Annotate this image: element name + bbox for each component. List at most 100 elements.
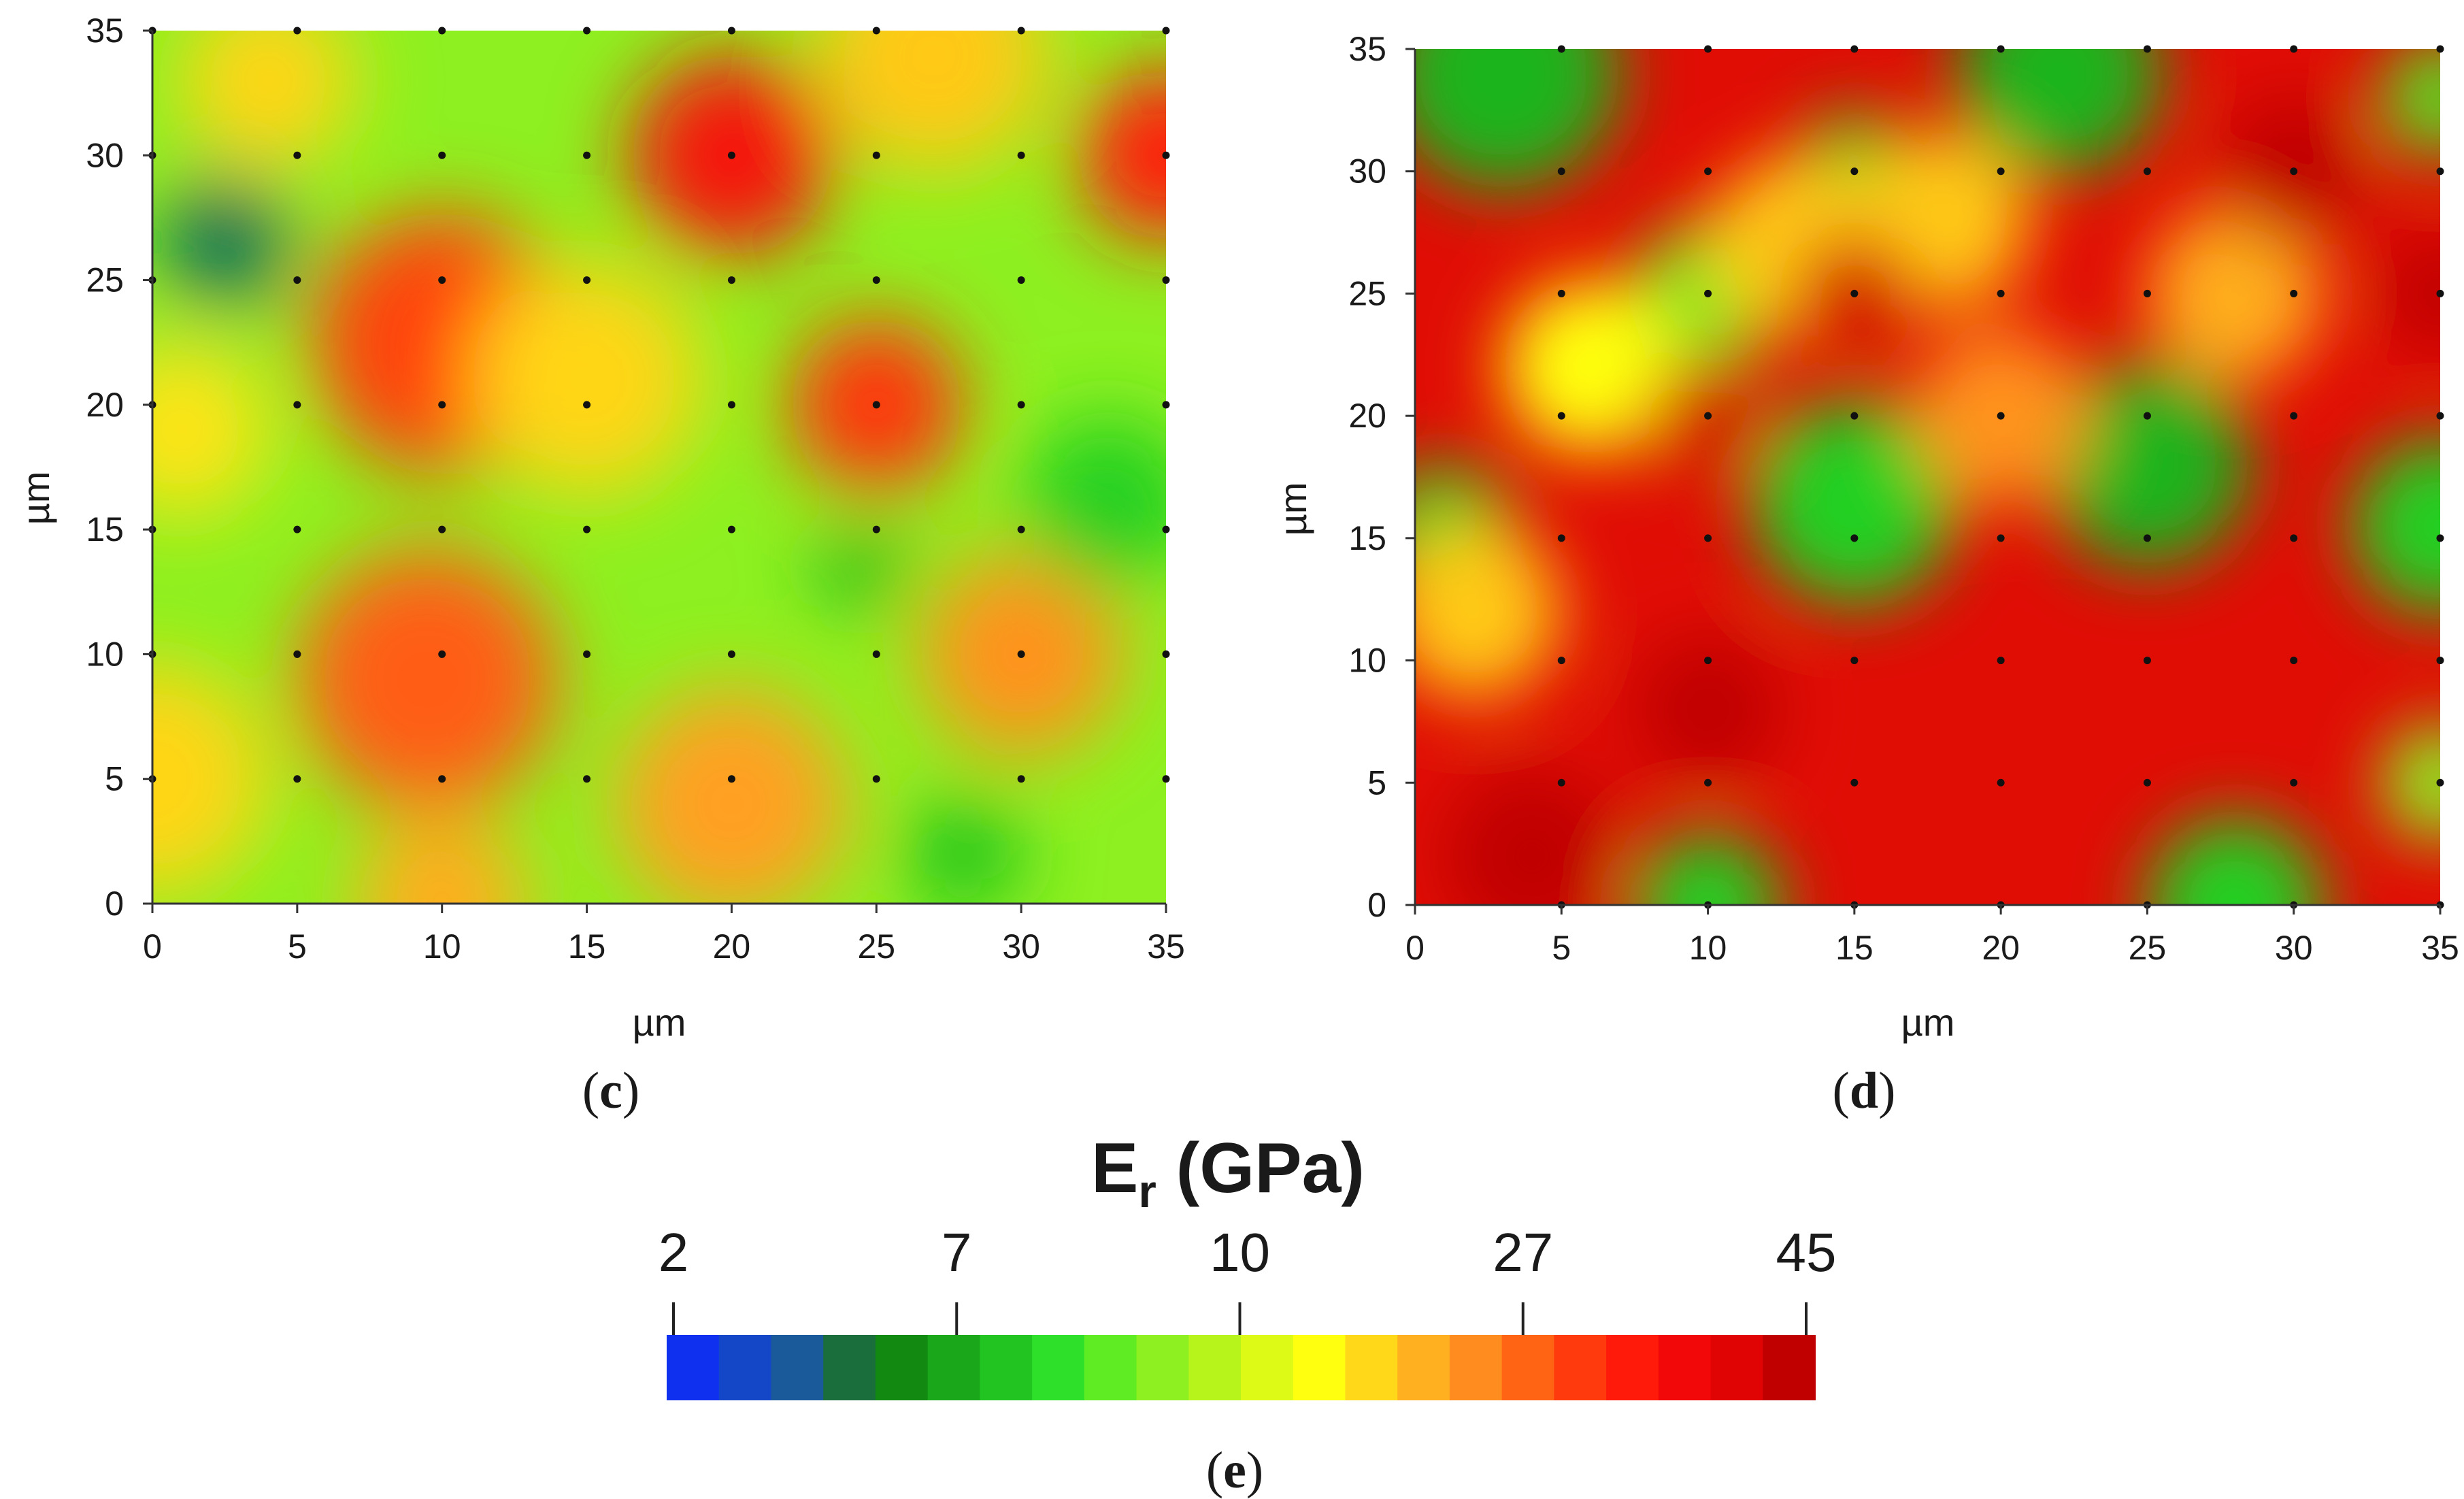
measurement-point — [1017, 27, 1025, 35]
heatmap-c-field-6 — [616, 688, 848, 904]
measurement-point — [2436, 534, 2444, 542]
measurement-point — [1997, 778, 2005, 787]
panel-letter-e: e — [1223, 1442, 1246, 1499]
colorbar-title-unit: (GPa) — [1156, 1129, 1365, 1208]
measurement-point — [1162, 525, 1170, 533]
panel-label-e: (e) — [1206, 1442, 1263, 1499]
measurement-point — [1997, 289, 2005, 297]
measurement-point — [1850, 778, 1859, 787]
colorbar-band — [1658, 1335, 1712, 1400]
measurement-point — [727, 775, 735, 783]
measurement-point — [2436, 657, 2444, 665]
measurement-point — [1017, 775, 1025, 783]
measurement-point — [872, 650, 880, 658]
heatmap-c-field-12 — [152, 663, 269, 895]
colorbar-tick-label: 27 — [1493, 1222, 1553, 1283]
y-tick-label: 0 — [1367, 886, 1386, 924]
heatmap-d-field-0 — [1752, 399, 1957, 604]
measurement-point — [583, 525, 591, 533]
measurement-point — [2143, 167, 2151, 176]
heatmap-c-field-11 — [152, 342, 269, 517]
y-tick-label: 35 — [1348, 30, 1386, 68]
y-tick-label: 15 — [1348, 519, 1386, 557]
measurement-point — [2143, 778, 2151, 787]
measurement-point — [1162, 775, 1170, 783]
colorbar-band — [1241, 1335, 1294, 1400]
x-tick-label: 30 — [1002, 927, 1040, 966]
x-tick-label: 20 — [1982, 929, 2020, 967]
measurement-point — [2290, 167, 2298, 176]
measurement-point — [293, 276, 301, 284]
measurement-point — [1557, 778, 1565, 787]
measurement-point — [1704, 657, 1712, 665]
measurement-point — [1997, 167, 2005, 176]
colorbar-band — [667, 1335, 720, 1400]
x-tick-label: 25 — [2129, 929, 2167, 967]
heatmap-d-field-7 — [1957, 49, 2162, 176]
colorbar: Er (GPa) 2 7 10 27 45 (e) — [659, 1129, 1837, 1499]
colorbar-band — [1188, 1335, 1242, 1400]
measurement-point — [2290, 534, 2298, 542]
measurement-point — [1017, 401, 1025, 409]
measurement-point — [1017, 151, 1025, 159]
measurement-point — [1850, 657, 1859, 665]
measurement-point — [872, 151, 880, 159]
colorbar-band — [1345, 1335, 1399, 1400]
measurement-point — [1704, 534, 1712, 542]
measurement-point — [2290, 778, 2298, 787]
measurement-point — [293, 775, 301, 783]
measurement-point — [2290, 289, 2298, 297]
x-tick-label: 0 — [143, 927, 162, 966]
measurement-point — [2436, 778, 2444, 787]
y-tick-label: 10 — [1348, 642, 1386, 680]
measurement-point — [1557, 167, 1565, 176]
colorbar-band — [1032, 1335, 1085, 1400]
heatmap-d-field-1 — [2044, 362, 2250, 567]
measurement-point — [1017, 650, 1025, 658]
measurement-point — [1557, 45, 1565, 53]
x-tick-label: 10 — [423, 927, 461, 966]
colorbar-band — [1763, 1335, 1816, 1400]
measurement-point — [872, 525, 880, 533]
heatmap-c-field-14 — [818, 523, 905, 610]
heatmap-c-field-13 — [161, 178, 289, 307]
y-tick-label: 15 — [86, 510, 124, 548]
colorbar-band — [875, 1335, 929, 1400]
measurement-point — [1704, 412, 1712, 420]
heatmap-c-field-8 — [471, 263, 703, 496]
measurement-point — [293, 151, 301, 159]
measurement-point — [1162, 650, 1170, 658]
heatmap-c-field-3 — [1079, 68, 1166, 242]
measurement-point — [727, 276, 735, 284]
heatmap-d-field-19 — [2381, 235, 2440, 352]
measurement-point — [583, 151, 591, 159]
measurement-point — [727, 401, 735, 409]
x-tick-label: 15 — [1835, 929, 1874, 967]
heatmap-d-field-16 — [2147, 205, 2323, 382]
colorbar-title-sub: r — [1138, 1166, 1156, 1217]
heatmap-d-field-8 — [2381, 49, 2440, 157]
colorbar-band — [1397, 1335, 1450, 1400]
colorbar-band — [718, 1335, 772, 1400]
heatmap-c-field-16 — [905, 795, 1022, 904]
measurement-point — [583, 650, 591, 658]
measurement-point — [438, 775, 446, 783]
measurement-point — [1162, 276, 1170, 284]
colorbar-band — [1606, 1335, 1659, 1400]
measurement-point — [1162, 27, 1170, 35]
measurement-point — [1557, 657, 1565, 665]
measurement-point — [293, 27, 301, 35]
measurement-point — [1704, 167, 1712, 176]
colorbar-band — [1501, 1335, 1555, 1400]
heatmap-d-field-6 — [1415, 49, 1620, 191]
colorbar-tick-label: 2 — [659, 1222, 689, 1283]
colorbar-ticks: 2 7 10 27 45 — [659, 1222, 1836, 1335]
measurement-point — [1997, 657, 2005, 665]
heatmap-d-field-10 — [2147, 817, 2323, 905]
heatmap-c-field-15 — [1021, 417, 1166, 592]
panel-letter-c: c — [599, 1062, 622, 1119]
heatmap-c-axes: 0 5 10 15 20 25 30 35 0 5 10 15 20 25 30 35 — [86, 12, 1184, 966]
x-tick-label: 25 — [857, 927, 895, 966]
measurement-point — [2143, 289, 2151, 297]
measurement-point — [2436, 289, 2444, 297]
